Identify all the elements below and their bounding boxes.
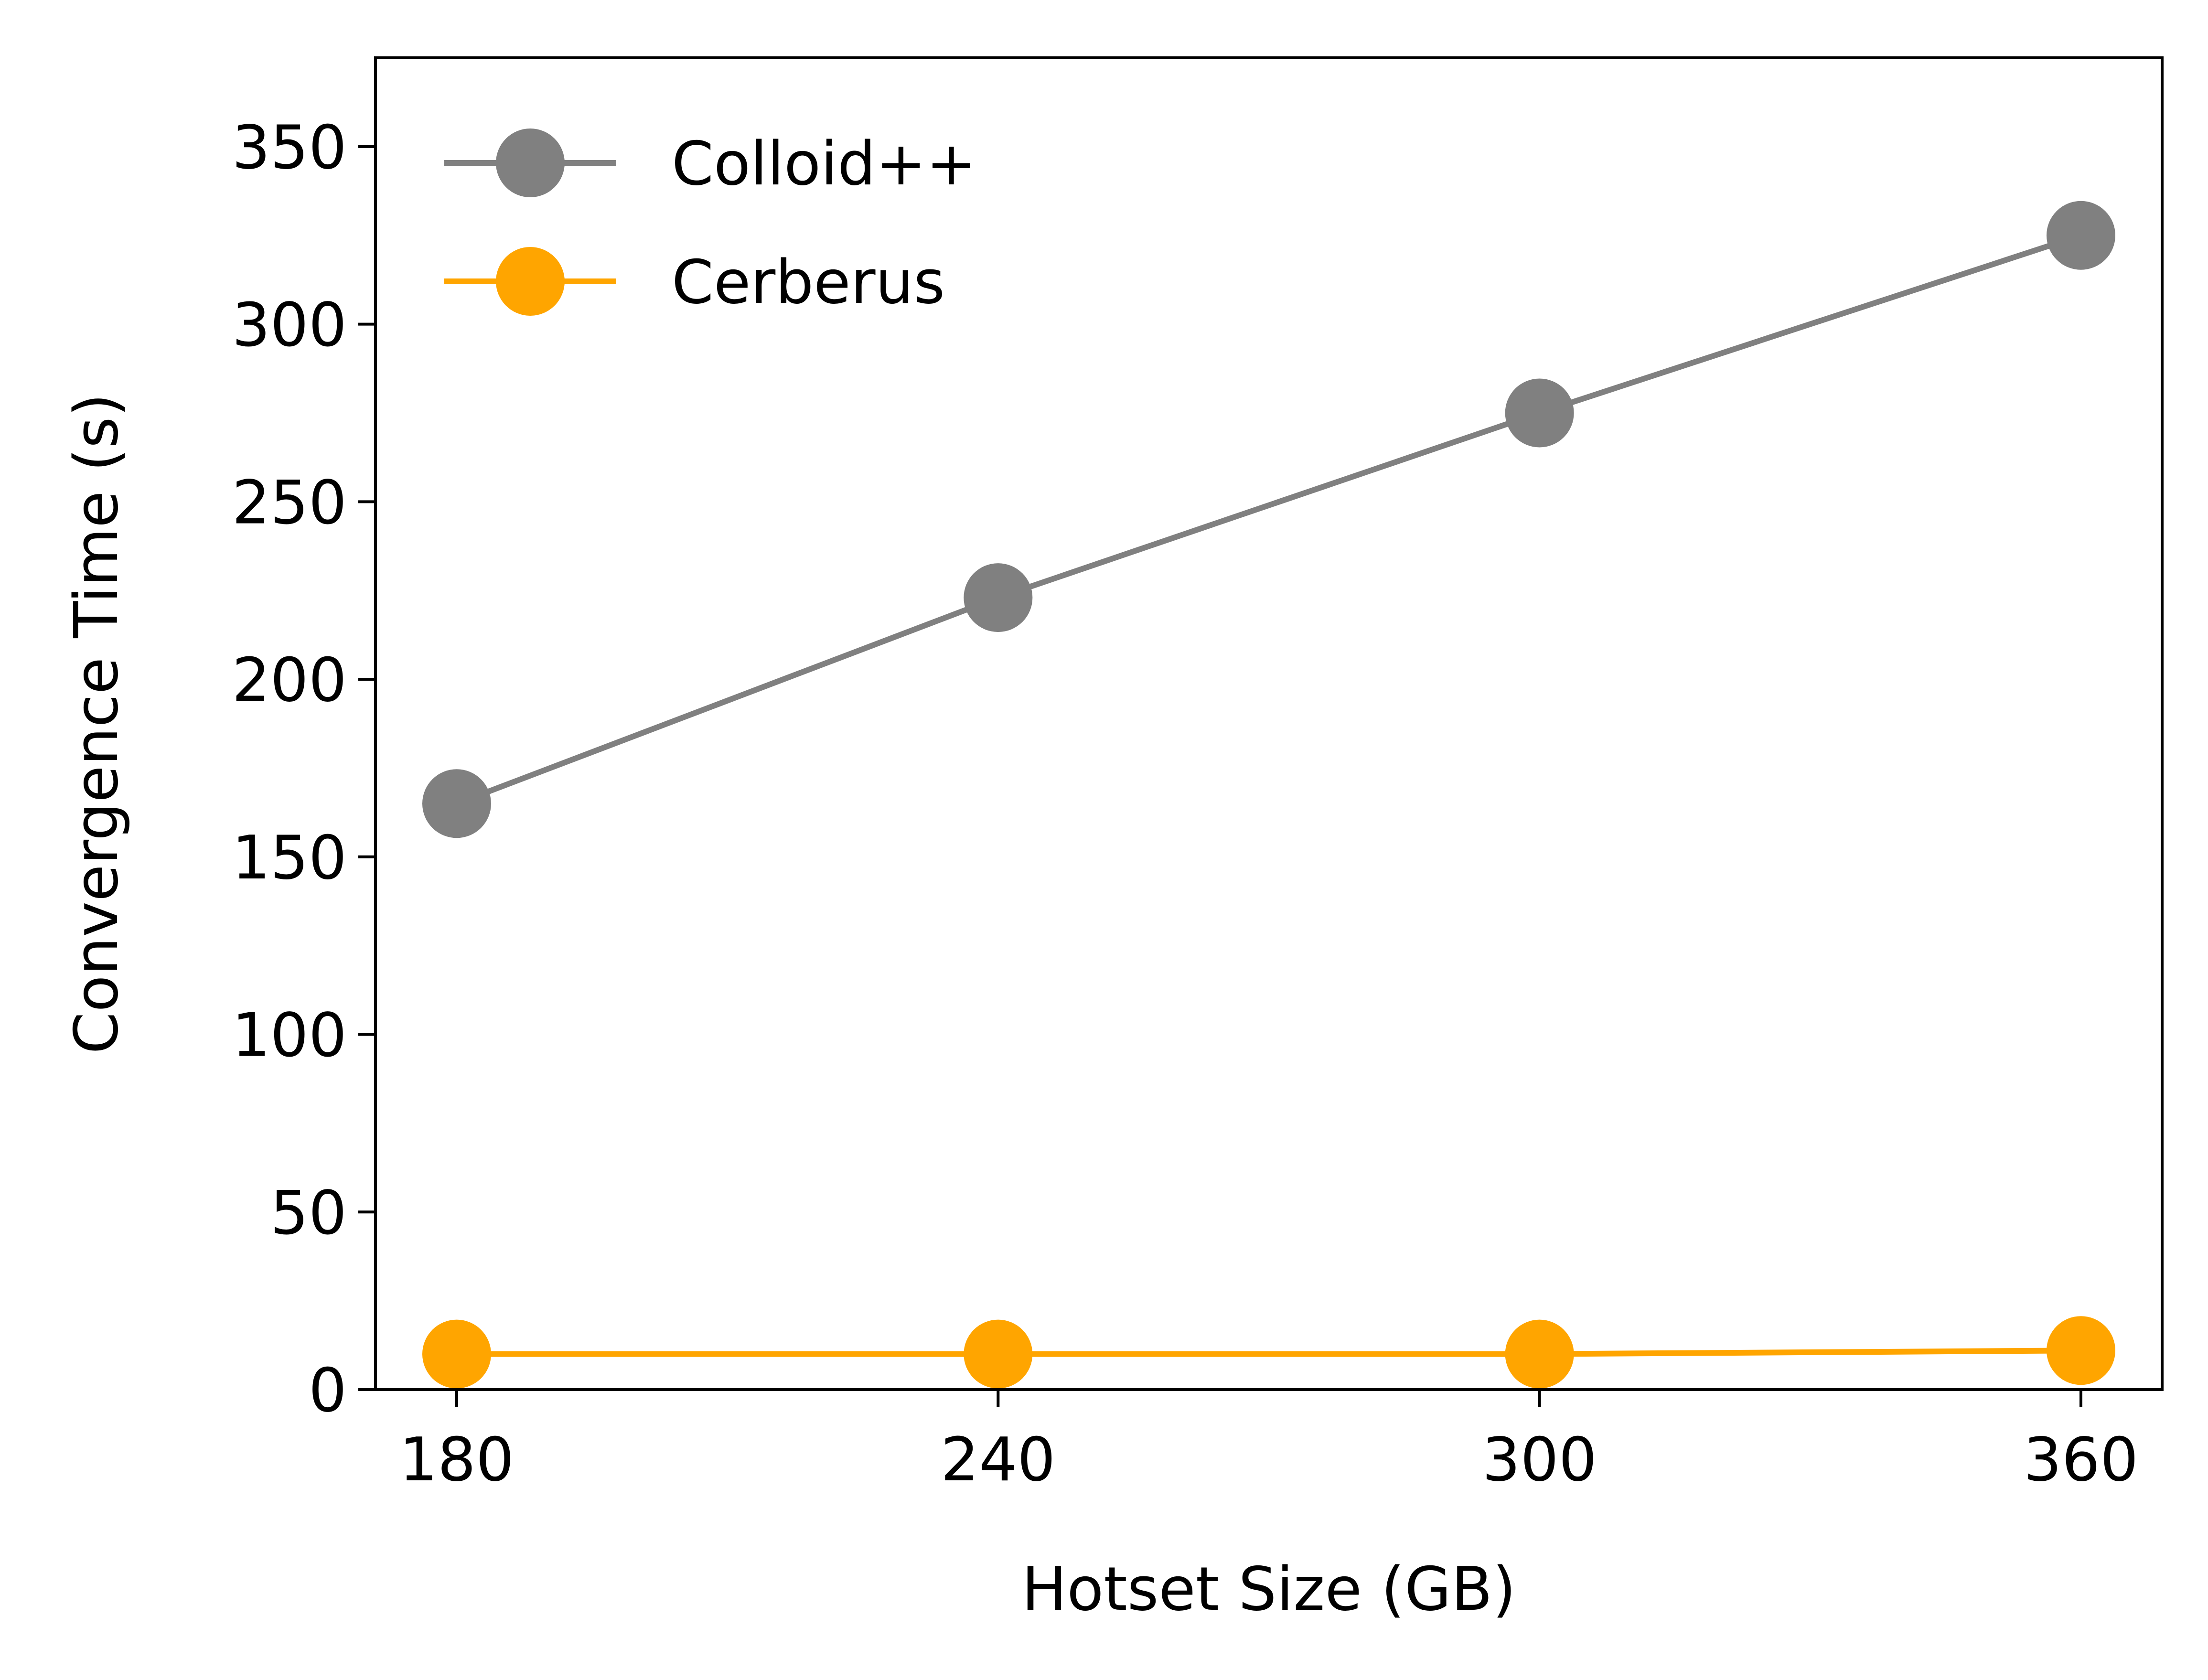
legend-label-colloid: Colloid++: [672, 128, 976, 199]
data-point: [422, 1319, 491, 1389]
data-point: [422, 769, 491, 838]
y-tick-label: 300: [232, 290, 347, 360]
y-tick-label: 350: [232, 112, 347, 182]
y-tick-label: 150: [232, 823, 347, 893]
x-axis-ticks: 180 240 300 360: [399, 1390, 2139, 1495]
plot-area: [375, 58, 2162, 1390]
series-lines: [455, 233, 2082, 1357]
y-tick-label: 0: [309, 1355, 347, 1425]
series-line-cerberus: [457, 1348, 2081, 1357]
x-tick-label: 180: [399, 1424, 514, 1495]
x-tick-label: 360: [2024, 1424, 2139, 1495]
y-axis-title: Convergence Time (s): [61, 393, 131, 1054]
data-point: [964, 1319, 1033, 1389]
plot-frame: [374, 56, 2164, 1391]
y-axis-ticks: 0 50 100 150 200 250 300 350: [232, 112, 375, 1425]
data-point: [2047, 1316, 2115, 1385]
legend-label-cerberus: Cerberus: [672, 247, 945, 317]
legend: Colloid++ Cerberus: [444, 128, 976, 317]
data-point: [1505, 1319, 1574, 1389]
legend-marker-cerberus: [496, 247, 565, 316]
series-points: [422, 201, 2115, 1389]
data-point: [2047, 201, 2115, 270]
x-tick-label: 240: [941, 1424, 1056, 1495]
y-tick-label: 250: [232, 467, 347, 537]
series-line-colloid: [455, 233, 2082, 806]
x-axis-title: Hotset Size (GB): [1022, 1554, 1516, 1624]
y-tick-label: 200: [232, 645, 347, 715]
data-point: [964, 563, 1033, 632]
legend-marker-colloid: [496, 128, 565, 197]
y-tick-label: 100: [232, 1000, 347, 1070]
x-tick-label: 300: [1482, 1424, 1597, 1495]
y-tick-label: 50: [270, 1177, 347, 1248]
data-point: [1505, 378, 1574, 448]
